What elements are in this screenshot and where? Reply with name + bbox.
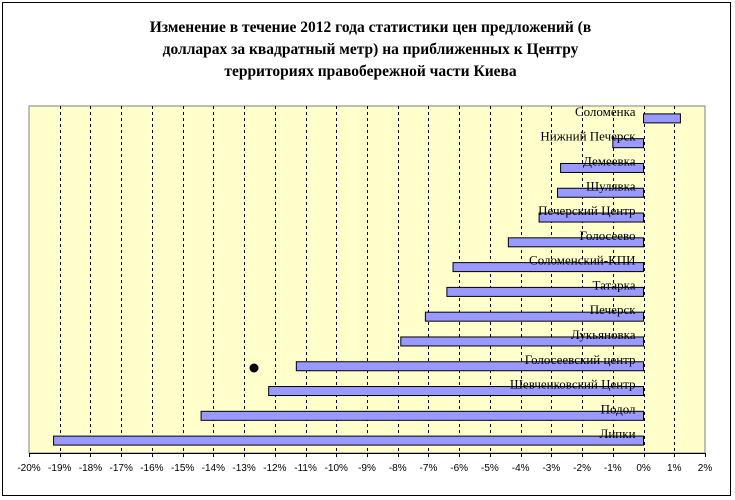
- bar: [507, 237, 645, 248]
- category-label: Соломенский-КПИ: [529, 253, 635, 268]
- bar: [446, 286, 645, 297]
- tick-label: -9%: [358, 463, 376, 474]
- bar: [643, 113, 681, 124]
- category-label: Шулявка: [586, 178, 636, 193]
- category-label: Соломенка: [575, 104, 636, 119]
- x-axis-ticks: -20% -19% -18% -17% -16% -15% -14% -13% -12% -11%…: [17, 453, 712, 474]
- bar: [560, 162, 645, 173]
- bar: [557, 187, 645, 198]
- tick-label: -10%: [325, 463, 348, 474]
- chart-title: Изменение в течение 2012 года статистики…: [43, 17, 698, 83]
- bars: [53, 113, 681, 446]
- tick-label: -4%: [512, 463, 530, 474]
- tick-label: -16%: [140, 463, 163, 474]
- tick-label: -15%: [171, 463, 194, 474]
- category-label: Печерский Центр: [538, 203, 635, 218]
- bar: [295, 361, 645, 372]
- tick-label: -8%: [389, 463, 407, 474]
- chart-title-line-1: Изменение в течение 2012 года статистики…: [149, 19, 592, 36]
- category-label: Шевченковский Центр: [510, 377, 636, 392]
- category-label: Голосеевский центр: [525, 352, 636, 367]
- tick-label: -14%: [202, 463, 225, 474]
- chart-title-line-2: долларах за квадратный метр) на приближе…: [162, 41, 579, 58]
- bar: [424, 311, 645, 322]
- category-labels: Соломенка Нижний Печерск Демеевка Шулявка Пе…: [510, 104, 636, 441]
- tick-label: 1%: [667, 463, 682, 474]
- tick-label: -18%: [79, 463, 102, 474]
- category-label: Печерск: [590, 302, 636, 317]
- category-label: Голосеево: [580, 228, 636, 243]
- tick-label: -19%: [48, 463, 71, 474]
- category-label: Татарка: [592, 277, 635, 292]
- tick-label: -5%: [481, 463, 499, 474]
- tick-label: -12%: [263, 463, 286, 474]
- tick-label: -1%: [604, 463, 622, 474]
- chart-title-line-3: территориях правобережной части Киева: [224, 63, 517, 80]
- tick-label: -6%: [450, 463, 468, 474]
- tick-label: -7%: [420, 463, 438, 474]
- category-label: Подол: [601, 401, 636, 416]
- tick-label: -2%: [573, 463, 591, 474]
- tick-label: -13%: [232, 463, 255, 474]
- tick-label: 2%: [698, 463, 713, 474]
- bar: [538, 212, 645, 223]
- bar: [612, 138, 645, 149]
- marker-dot: [249, 363, 259, 373]
- tick-label: 0%: [636, 463, 651, 474]
- category-label: Липки: [600, 426, 636, 441]
- category-label: Нижний Печерск: [540, 129, 636, 144]
- tick-label: -20%: [17, 463, 40, 474]
- category-label: Лукьяновка: [571, 327, 636, 342]
- bar: [400, 336, 645, 347]
- bar: [200, 410, 645, 421]
- tick-label: -17%: [110, 463, 133, 474]
- tick-label: -11%: [294, 463, 317, 474]
- bar: [268, 386, 645, 397]
- bar: [452, 262, 645, 273]
- bar: [53, 435, 645, 446]
- tick-label: -3%: [542, 463, 560, 474]
- category-label: Демеевка: [583, 153, 636, 168]
